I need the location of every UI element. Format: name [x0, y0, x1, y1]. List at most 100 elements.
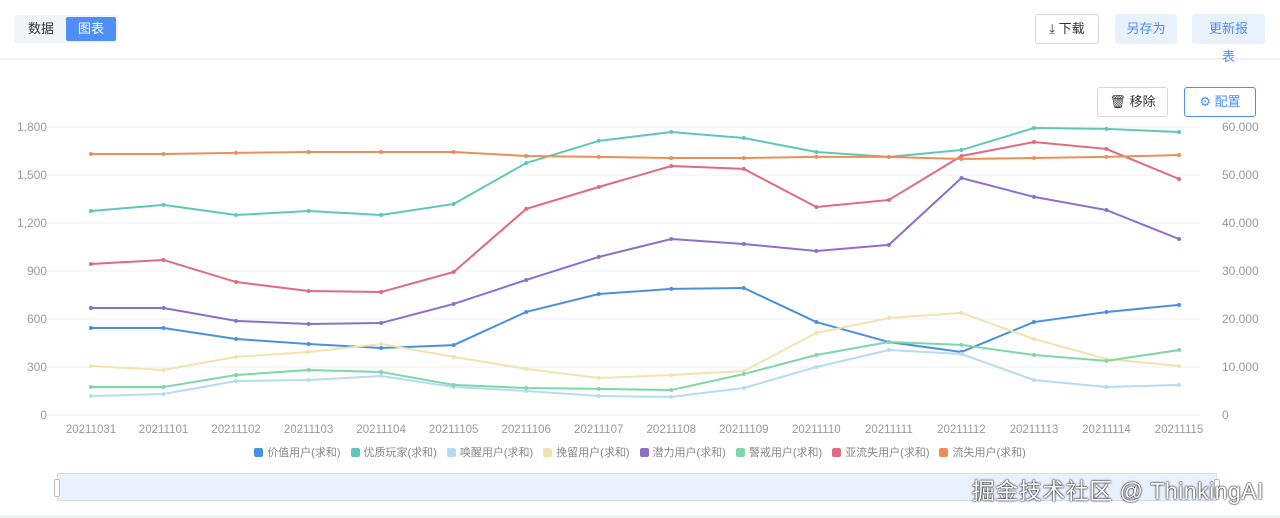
data-point [1104, 358, 1109, 363]
data-point [669, 129, 674, 134]
series-line [90, 141, 1180, 293]
data-point [161, 152, 166, 157]
data-point [306, 377, 311, 382]
data-point [379, 149, 384, 154]
x-tick-label: 20211107 [574, 424, 623, 436]
data-point [451, 343, 456, 348]
data-point [234, 337, 239, 341]
slider-handle-left[interactable] [54, 479, 60, 497]
x-tick-label: 20211115 [1155, 424, 1204, 436]
legend-item[interactable]: 价值用户(求和) [254, 444, 341, 460]
data-point [669, 394, 674, 399]
data-point [89, 364, 93, 369]
data-point [959, 153, 964, 158]
tab-chart[interactable]: 图表 [66, 17, 117, 41]
data-point [379, 321, 384, 325]
data-point [959, 148, 964, 153]
legend-swatch [639, 447, 649, 457]
data-point [379, 345, 384, 350]
x-tick-label: 20211103 [284, 424, 333, 436]
series-line [90, 349, 1180, 398]
data-point [741, 372, 746, 377]
y-left-tick-label: 600 [27, 312, 47, 326]
data-point [161, 368, 166, 373]
legend-item[interactable]: 警戒用户(求和) [735, 444, 822, 460]
legend-label: 流失用户(求和) [952, 447, 1026, 459]
data-point [814, 249, 819, 253]
y-left-tick-label: 1,500 [17, 168, 47, 182]
tab-data[interactable]: 数据 [28, 21, 55, 36]
data-point [89, 385, 93, 389]
data-point [306, 368, 311, 373]
data-point [161, 325, 166, 330]
slider-handle-right[interactable] [1214, 479, 1220, 497]
trash-icon: 🗑 [1109, 94, 1126, 109]
legend-item[interactable]: 潜力用户(求和) [639, 444, 726, 460]
y-left-tick-label: 900 [27, 264, 47, 278]
legend-item[interactable]: 优质玩家(求和) [350, 444, 437, 460]
data-point [1031, 140, 1036, 145]
legend-swatch [735, 447, 745, 457]
data-point [669, 164, 674, 169]
legend-label: 优质玩家(求和) [363, 447, 437, 459]
data-point [306, 341, 311, 346]
legend-swatch [939, 447, 949, 457]
data-point [89, 325, 93, 330]
data-point [959, 310, 964, 315]
data-point [741, 156, 746, 161]
data-point [451, 301, 456, 306]
remove-button[interactable]: 🗑 移除 [1097, 87, 1168, 117]
data-point [524, 309, 529, 314]
legend-swatch [543, 447, 553, 457]
data-point [89, 209, 93, 213]
data-point [886, 340, 891, 345]
data-point [669, 156, 674, 161]
data-point [814, 365, 819, 369]
x-tick-label: 20211112 [937, 424, 986, 436]
data-point [379, 341, 384, 346]
download-button[interactable]: ⤓ 下载 [1035, 14, 1099, 44]
legend-swatch [254, 447, 264, 457]
data-point [306, 209, 311, 213]
x-tick-label: 20211108 [647, 424, 696, 436]
x-tick-label: 20211114 [1082, 424, 1131, 436]
data-point [669, 286, 674, 291]
x-tick-label: 20211104 [356, 424, 406, 436]
legend-label: 亚流失用户(求和) [845, 447, 930, 459]
view-toggle: 数据 图表 [14, 15, 119, 43]
data-point [89, 261, 93, 266]
data-point [669, 373, 674, 377]
data-point [596, 386, 601, 391]
config-button[interactable]: ⚙ 配置 [1184, 87, 1256, 117]
x-tick-label: 20211109 [719, 424, 768, 436]
data-point [886, 316, 891, 321]
legend-item[interactable]: 亚流失用户(求和) [832, 444, 929, 460]
data-point [1177, 153, 1181, 157]
y-left-tick-label: 300 [27, 360, 47, 374]
data-point [451, 269, 456, 274]
data-point [1031, 194, 1036, 199]
data-zoom-slider[interactable] [54, 473, 1220, 501]
data-point [451, 354, 456, 359]
legend-label: 唤醒用户(求和) [459, 447, 534, 459]
legend-item[interactable]: 流失用户(求和) [939, 444, 1026, 460]
data-point [451, 201, 456, 206]
save-as-button[interactable]: 另存为 [1115, 14, 1177, 44]
legend-item[interactable]: 挽留用户(求和) [543, 444, 630, 460]
data-point [524, 366, 529, 371]
data-point [1177, 348, 1181, 353]
data-point [814, 353, 819, 357]
update-report-button[interactable]: 更新报表 [1192, 14, 1265, 64]
data-point [959, 176, 964, 181]
data-point [596, 393, 601, 398]
data-point [1031, 156, 1036, 161]
data-point [234, 379, 239, 384]
data-point [524, 385, 529, 390]
x-tick-label: 20211110 [792, 424, 841, 436]
series-line [91, 341, 1180, 392]
data-point [959, 157, 964, 161]
data-point [669, 237, 674, 241]
data-point [234, 213, 239, 217]
legend-item[interactable]: 唤醒用户(求和) [446, 444, 534, 460]
